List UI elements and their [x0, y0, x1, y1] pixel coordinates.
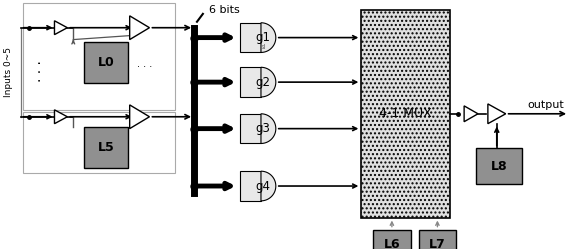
Text: L7: L7	[429, 238, 446, 251]
Text: g1: g1	[256, 31, 271, 44]
Bar	[240, 67, 261, 97]
Text: g3: g3	[256, 122, 271, 135]
Polygon shape	[55, 21, 67, 35]
Text: output: output	[527, 100, 564, 110]
Text: L5: L5	[98, 141, 114, 154]
Bar	[476, 148, 522, 184]
Text: · · ·: · · ·	[137, 62, 152, 72]
Bar	[23, 112, 175, 173]
Text: L0: L0	[98, 56, 114, 69]
Bar	[240, 23, 261, 52]
Bar	[84, 42, 128, 83]
Polygon shape	[261, 23, 276, 52]
Polygon shape	[261, 67, 276, 97]
Polygon shape	[261, 114, 276, 143]
Text: L6: L6	[384, 238, 400, 251]
Bar	[240, 171, 261, 201]
Polygon shape	[464, 106, 478, 122]
Bar	[373, 230, 411, 252]
Text: · · ·: · · ·	[33, 60, 48, 82]
Text: 4-1 MUX: 4-1 MUX	[380, 107, 432, 120]
Text: 6 bits: 6 bits	[209, 5, 240, 15]
Polygon shape	[261, 171, 276, 201]
Polygon shape	[130, 105, 150, 129]
Text: g2: g2	[256, 76, 271, 89]
Text: sl: sl	[260, 44, 266, 50]
Text: L8: L8	[490, 160, 507, 173]
Polygon shape	[130, 16, 150, 40]
Bar	[419, 230, 456, 252]
Text: Inputs 0~5: Inputs 0~5	[5, 47, 13, 97]
Bar	[84, 127, 128, 168]
Polygon shape	[55, 110, 67, 124]
Polygon shape	[488, 104, 505, 124]
Bar	[23, 3, 175, 110]
Bar	[240, 114, 261, 143]
Bar	[361, 10, 450, 218]
Text: g4: g4	[256, 179, 271, 193]
